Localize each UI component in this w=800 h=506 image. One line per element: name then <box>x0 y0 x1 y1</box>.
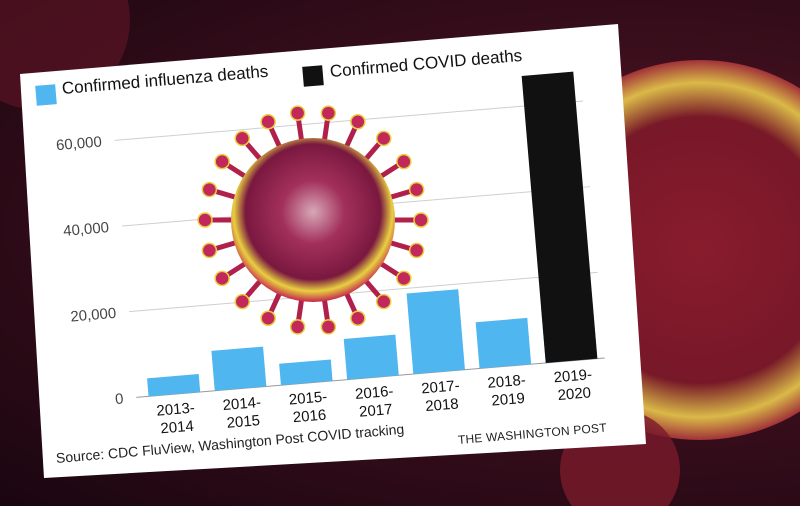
y-tick-label: 60,000 <box>55 133 102 154</box>
virus-illustration <box>197 105 429 335</box>
virus-spike-tip <box>408 181 425 198</box>
virus-spike-tip <box>396 153 412 170</box>
virus-spike-tip <box>214 153 230 170</box>
x-category-label: 2018-2019 <box>487 372 528 410</box>
virus-spike-tip <box>260 310 276 326</box>
x-category-label: 2017-2018 <box>421 377 462 415</box>
x-category-label: 2013-2014 <box>156 400 197 438</box>
virus-spike-tip <box>396 270 412 287</box>
x-category-label: 2015-2016 <box>288 388 329 426</box>
virus-spike-tip <box>289 105 306 121</box>
virus-spike-tip <box>413 212 429 228</box>
virus-spike-tip <box>201 242 218 259</box>
virus-spike-tip <box>234 293 251 310</box>
virus-spike-tip <box>197 212 213 228</box>
bar-influenza <box>211 346 267 391</box>
legend-swatch-influenza <box>35 84 57 106</box>
virus-spike-tip <box>408 242 425 259</box>
x-category-label: 2019-2020 <box>553 366 594 404</box>
virus-spike-tip <box>260 114 276 130</box>
bar-influenza <box>475 317 532 369</box>
x-category-label: 2014-2015 <box>222 394 263 432</box>
virus-spike-tip <box>375 293 392 310</box>
virus-spike-tip <box>375 130 392 147</box>
virus-spike-tip <box>320 319 337 335</box>
x-category-label: 2016-2017 <box>354 383 395 421</box>
virus-spike-tip <box>234 130 251 147</box>
gridline <box>114 100 584 141</box>
y-tick-label: 20,000 <box>70 305 117 326</box>
plot-area: 0 20,000 40,000 60,000 2013-2014 2014-2015 201… <box>55 71 605 438</box>
virus-spike-tip <box>320 105 337 121</box>
bar-influenza <box>343 334 399 380</box>
y-tick-label: 40,000 <box>63 219 110 240</box>
virus-spike-tip <box>214 270 230 287</box>
virus-spike-tip <box>350 114 366 130</box>
virus-spike-tip <box>350 310 366 326</box>
bar-covid <box>521 71 598 363</box>
bar-influenza <box>147 373 201 397</box>
bar-influenza <box>406 289 465 375</box>
gridline <box>129 271 598 313</box>
virus-spike-tip <box>201 181 218 198</box>
bar-influenza <box>279 359 333 386</box>
legend-swatch-covid <box>302 65 324 87</box>
virus-spike-tip <box>289 319 306 335</box>
y-tick-label: 0 <box>114 390 124 408</box>
